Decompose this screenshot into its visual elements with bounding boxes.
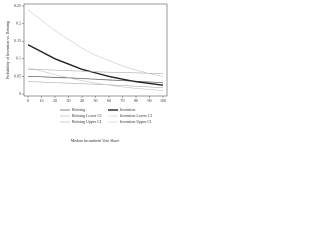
x-axis-label: Median Incumbent Vote Share [71,138,120,143]
x-tick-label: 30 [67,98,71,103]
x-tick-label: 50 [94,98,98,103]
x-tick-label: 100 [160,98,166,103]
series-line [27,67,164,91]
legend-label: Invention [120,107,135,112]
x-tick-label: 70 [121,98,125,103]
x-tick-label: 80 [134,98,138,103]
series-line [27,81,164,88]
x-tick-label: 90 [148,98,152,103]
chart: Median Incumbent Vote Share Probability … [5,3,168,143]
y-axis-label: Probability of Invention vs. Retiring [5,21,10,79]
series-line [27,76,164,84]
legend-label: Retiring Upper CI [72,119,102,124]
legend-label: Invention Upper CI [120,119,152,124]
x-tick-label: 0 [27,98,29,103]
legend-label: Invention Lower CI [120,113,152,118]
x-tick-label: 60 [107,98,111,103]
x-tick-label: 10 [40,98,44,103]
legend-label: Retiring [72,107,85,112]
series-line [27,69,164,74]
x-tick-label: 20 [53,98,57,103]
x-tick-label: 40 [80,98,84,103]
series-line [27,9,164,77]
y-tick-label: 0 [19,91,21,96]
y-tick-label: 0.2 [16,21,21,26]
y-tick-label: 0.1 [16,56,21,61]
y-tick-label: 0.05 [14,73,21,78]
series-line [27,44,164,86]
y-tick-label: 0.25 [14,3,21,8]
y-tick-label: 0.15 [14,38,21,43]
legend-label: Retiring Lower CI [72,113,102,118]
